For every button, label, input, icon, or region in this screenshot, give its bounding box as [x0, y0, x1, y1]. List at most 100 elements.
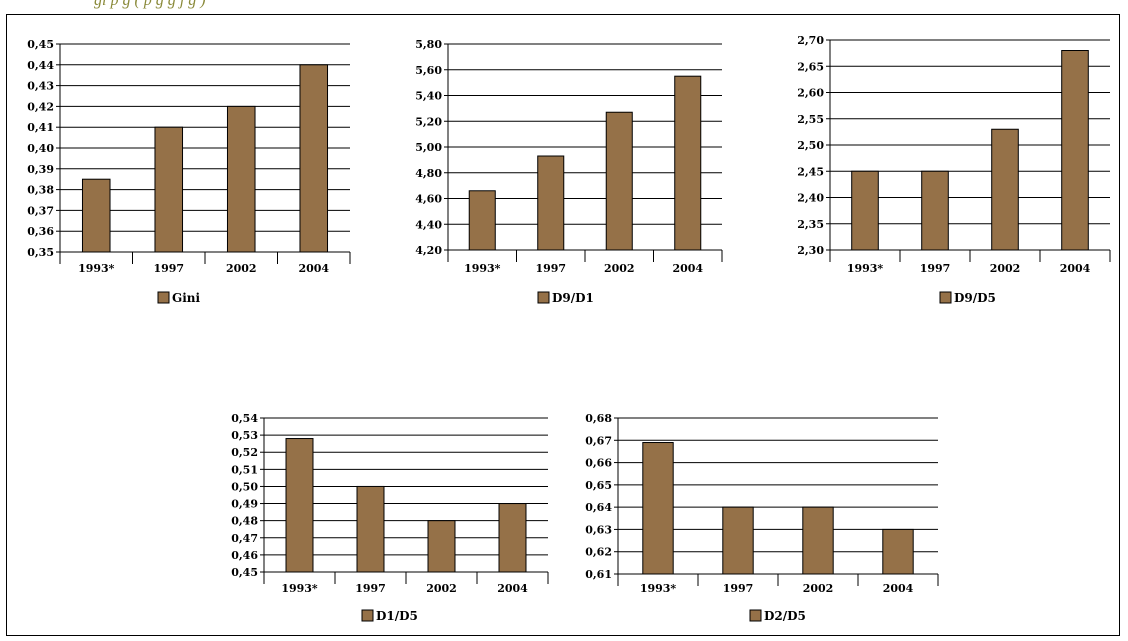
- bar: [605, 111, 633, 251]
- y-tick-label: 4,20: [415, 244, 442, 257]
- y-tick-label: 0,39: [27, 163, 54, 176]
- y-tick-label: 0,51: [231, 463, 258, 476]
- y-tick-label: 4,60: [415, 193, 442, 206]
- y-tick-label: 2,35: [797, 218, 824, 231]
- y-tick-label: 0,52: [231, 446, 258, 459]
- legend-label: Gini: [172, 291, 201, 305]
- header-text: gi p g ( p g g j g ): [94, 0, 206, 9]
- legend-swatch: [157, 291, 170, 304]
- x-category-label: 1993*: [847, 262, 884, 275]
- y-tick-label: 0,40: [27, 142, 54, 155]
- chart-svg: 2,30 2,35 2,40 2,45 2,50 2,55 2,60 2,65 2,70 1993…: [797, 34, 1111, 305]
- x-category-label: 1993*: [640, 582, 677, 595]
- y-tick-label: 2,50: [797, 139, 824, 152]
- bar: [468, 190, 496, 251]
- y-tick-label: 0,43: [27, 80, 54, 93]
- y-tick-label: 0,62: [585, 546, 612, 559]
- y-tick-label: 0,47: [231, 532, 258, 545]
- x-category-label: 2002: [426, 582, 457, 595]
- y-tick-label: 0,37: [27, 204, 54, 217]
- y-tick-label: 5,20: [415, 115, 442, 128]
- y-tick-label: 0,44: [27, 59, 54, 72]
- y-tick-label: 0,45: [27, 38, 54, 51]
- x-category-label: 2002: [803, 582, 834, 595]
- legend-label: D2/D5: [764, 609, 806, 623]
- chart-d2-d5: 0,61 0,62 0,63 0,64 0,65 0,66 0,67 0,68 1993* 199…: [576, 412, 946, 632]
- y-tick-label: 2,55: [797, 113, 824, 126]
- bar: [285, 438, 314, 573]
- y-tick-label: 0,42: [27, 100, 54, 113]
- y-tick-label: 0,53: [231, 429, 258, 442]
- figure-frame: [6, 14, 1120, 636]
- y-tick-label: 0,63: [585, 523, 612, 536]
- bar: [1061, 50, 1089, 251]
- x-category-label: 2002: [990, 262, 1021, 275]
- bar: [356, 485, 385, 573]
- x-category-label: 2004: [672, 262, 703, 275]
- bar: [154, 126, 184, 253]
- chart-gini: 0,35 0,36 0,37 0,38 0,39 0,40 0,41 0,42 0,43 0,44…: [12, 36, 352, 326]
- y-tick-label: 0,66: [585, 457, 612, 470]
- chart-svg: 0,35 0,36 0,37 0,38 0,39 0,40 0,41 0,42 0,43 0,44…: [27, 38, 351, 305]
- bar: [226, 105, 256, 253]
- y-tick-label: 0,67: [585, 434, 612, 447]
- bar: [537, 155, 565, 251]
- y-tick-label: 4,40: [415, 218, 442, 231]
- y-tick-label: 0,64: [585, 501, 612, 514]
- y-tick-label: 0,50: [231, 480, 258, 493]
- x-category-label: 1993*: [281, 582, 318, 595]
- header-strip: gi p g ( p g g j g ): [0, 0, 1128, 14]
- y-tick-label: 2,60: [797, 87, 824, 100]
- y-tick-label: 2,30: [797, 244, 824, 257]
- y-tick-label: 5,00: [415, 141, 442, 154]
- legend-label: D1/D5: [376, 609, 418, 623]
- x-category-label: 1993*: [464, 262, 501, 275]
- bar: [851, 170, 879, 251]
- y-tick-label: 0,48: [231, 515, 258, 528]
- chart-svg: 0,61 0,62 0,63 0,64 0,65 0,66 0,67 0,68 1993* 199…: [585, 412, 939, 623]
- bar: [882, 528, 914, 575]
- y-tick-label: 0,61: [585, 568, 612, 581]
- bar: [722, 506, 754, 575]
- legend-label: D9/D1: [552, 291, 594, 305]
- y-tick-label: 2,65: [797, 60, 824, 73]
- y-tick-label: 0,54: [231, 412, 258, 425]
- bar: [498, 503, 527, 573]
- chart-d9-d1: 4,20 4,40 4,60 4,80 5,00 5,20 5,40 5,60 5,80 1993…: [392, 36, 732, 326]
- legend-swatch: [361, 609, 374, 622]
- x-category-label: 2004: [497, 582, 528, 595]
- y-tick-label: 0,35: [27, 246, 54, 259]
- x-category-label: 1993*: [78, 262, 115, 275]
- chart-svg: 4,20 4,40 4,60 4,80 5,00 5,20 5,40 5,60 5,80 1993…: [415, 38, 723, 305]
- y-tick-label: 2,40: [797, 192, 824, 205]
- y-tick-label: 0,46: [231, 549, 258, 562]
- bar: [674, 75, 702, 251]
- x-category-label: 2004: [883, 582, 914, 595]
- legend-swatch: [537, 291, 550, 304]
- legend-swatch: [749, 609, 762, 622]
- bar: [642, 442, 674, 575]
- y-tick-label: 2,70: [797, 34, 824, 47]
- y-tick-label: 0,49: [231, 498, 258, 511]
- x-category-label: 2002: [226, 262, 257, 275]
- y-tick-label: 5,40: [415, 90, 442, 103]
- x-category-label: 2004: [298, 262, 329, 275]
- y-tick-label: 0,41: [27, 121, 54, 134]
- chart-d1-d5: 0,45 0,46 0,47 0,48 0,49 0,50 0,51 0,52 0,53 0,54…: [216, 412, 566, 632]
- bar: [991, 128, 1019, 251]
- bar: [802, 506, 834, 575]
- chart-svg: 0,45 0,46 0,47 0,48 0,49 0,50 0,51 0,52 0,53 0,54…: [231, 412, 549, 623]
- bar: [427, 520, 456, 573]
- x-category-label: 1997: [723, 582, 754, 595]
- x-category-label: 2004: [1060, 262, 1091, 275]
- y-tick-label: 2,45: [797, 165, 824, 178]
- x-category-label: 2002: [604, 262, 635, 275]
- y-tick-label: 4,80: [415, 167, 442, 180]
- x-category-label: 1997: [153, 262, 184, 275]
- bar: [81, 178, 111, 253]
- y-tick-label: 0,65: [585, 479, 612, 492]
- y-tick-label: 0,36: [27, 225, 54, 238]
- x-category-label: 1997: [355, 582, 386, 595]
- bar: [299, 64, 329, 253]
- y-tick-label: 5,60: [415, 64, 442, 77]
